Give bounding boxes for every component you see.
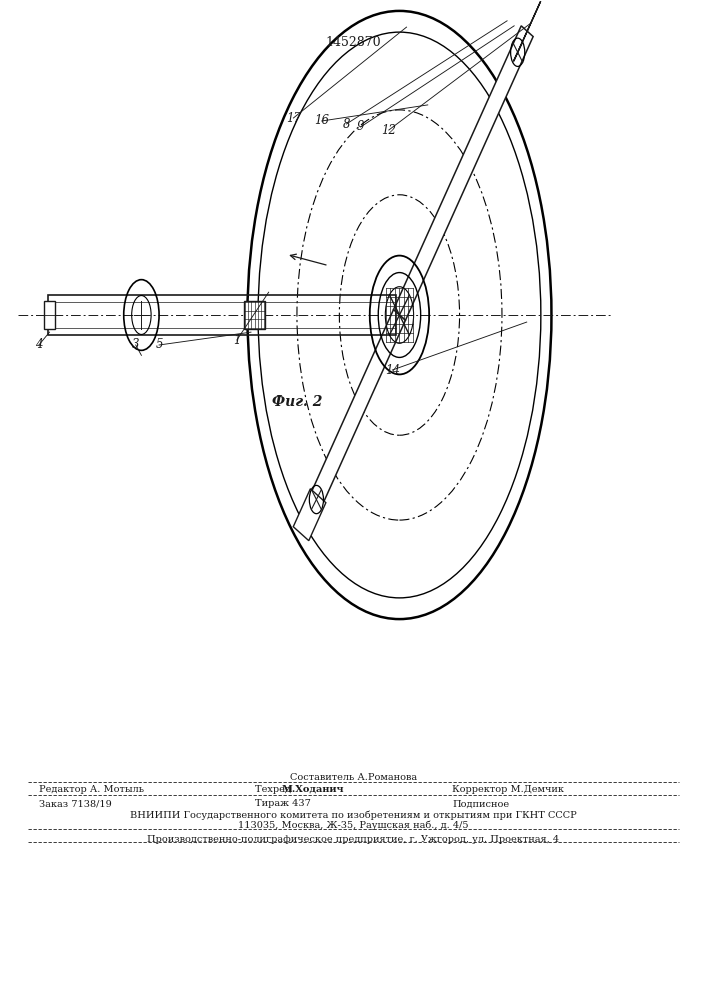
Text: М.Ходанич: М.Ходанич xyxy=(281,784,344,794)
Text: Редактор А. Мотыль: Редактор А. Мотыль xyxy=(39,784,144,794)
Polygon shape xyxy=(394,26,533,320)
Text: 14: 14 xyxy=(385,363,400,376)
Text: 17: 17 xyxy=(286,111,301,124)
Text: 5: 5 xyxy=(156,338,163,352)
Text: Составитель А.Романова: Составитель А.Романова xyxy=(290,774,417,782)
Text: Заказ 7138/19: Заказ 7138/19 xyxy=(39,800,112,808)
Polygon shape xyxy=(303,310,405,520)
Text: 9: 9 xyxy=(357,120,364,133)
Text: Техред: Техред xyxy=(255,784,293,794)
Text: 1: 1 xyxy=(233,334,240,347)
Bar xyxy=(244,301,265,329)
Polygon shape xyxy=(514,1,541,61)
Text: ВНИИПИ Государственного комитета по изобретениям и открытиям при ГКНТ СССР: ВНИИПИ Государственного комитета по изоб… xyxy=(130,810,577,820)
Bar xyxy=(44,301,55,329)
Text: 16: 16 xyxy=(314,114,329,127)
Text: 3: 3 xyxy=(132,338,139,352)
Text: Подписное: Подписное xyxy=(452,800,510,808)
Text: Корректор М.Демчик: Корректор М.Демчик xyxy=(452,784,564,794)
Text: Фиг. 2: Фиг. 2 xyxy=(271,395,322,409)
Text: 1452870: 1452870 xyxy=(326,35,381,48)
Text: Производственно-полиграфическое предприятие, г. Ужгород, ул. Проектная, 4: Производственно-полиграфическое предприя… xyxy=(148,834,559,844)
Text: 12: 12 xyxy=(381,123,397,136)
Bar xyxy=(48,295,396,335)
Text: 113035, Москва, Ж-35, Раушская наб., д. 4/5: 113035, Москва, Ж-35, Раушская наб., д. … xyxy=(238,820,469,830)
Text: Тираж 437: Тираж 437 xyxy=(255,800,310,808)
Text: 8: 8 xyxy=(343,117,350,130)
Polygon shape xyxy=(293,489,326,541)
Text: 4: 4 xyxy=(35,338,42,352)
